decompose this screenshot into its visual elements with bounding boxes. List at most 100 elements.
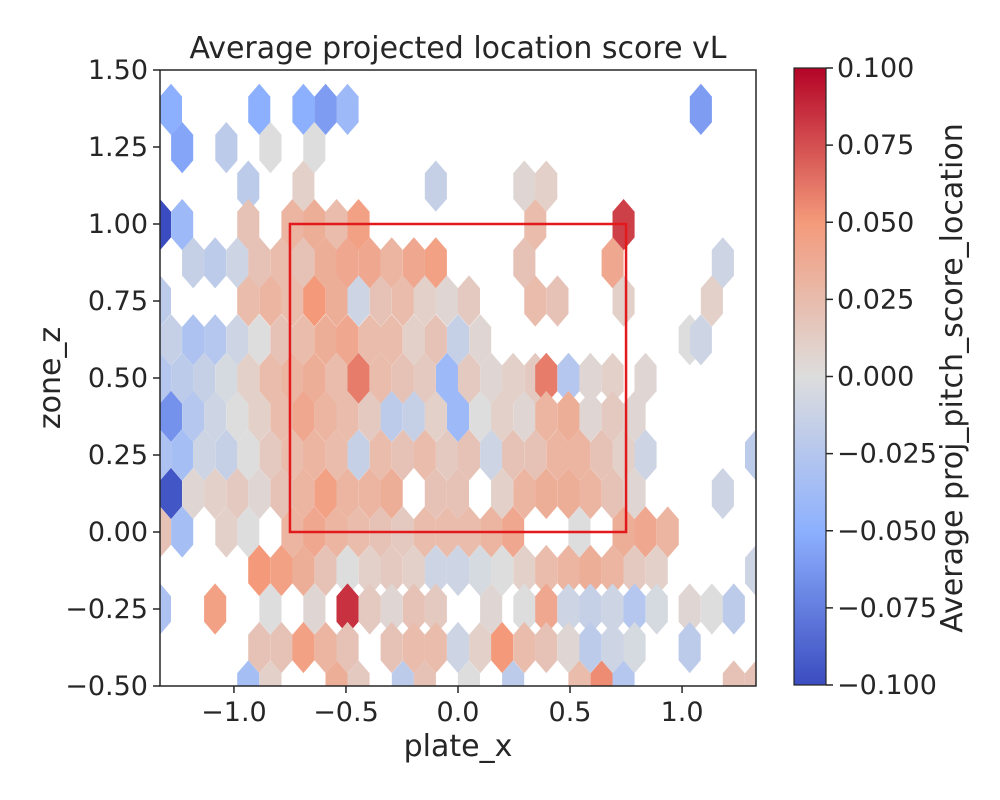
hex-cell — [413, 660, 436, 686]
colorbar-label: Average proj_pitch_score_location — [935, 123, 970, 632]
hex-cell — [711, 237, 734, 289]
hex-cell — [557, 467, 580, 520]
hex-cell — [314, 390, 337, 443]
hex-cell — [513, 621, 536, 674]
hex-cell — [292, 83, 315, 135]
hex-cell — [579, 621, 602, 674]
hex-cell — [546, 429, 569, 481]
hex-cell — [457, 429, 480, 481]
hex-cell — [259, 275, 282, 327]
hex-cell — [557, 544, 580, 597]
hex-cell — [480, 352, 503, 404]
hex-cell — [292, 390, 315, 443]
hex-cell — [314, 237, 337, 289]
tick-label: 0.100 — [837, 53, 914, 84]
hex-cell — [204, 237, 227, 289]
hex-cell — [237, 160, 260, 212]
hex-cell — [391, 429, 414, 481]
hex-cell — [347, 660, 370, 686]
hex-cell — [557, 390, 580, 443]
hex-cell — [160, 275, 171, 327]
tick-label: 0.50 — [88, 363, 148, 394]
hex-cell — [248, 314, 271, 366]
hex-cell — [745, 544, 756, 597]
hex-cell — [182, 314, 205, 366]
hex-cell — [325, 429, 348, 481]
hex-cell — [447, 390, 469, 443]
hex-cell — [447, 467, 469, 520]
hex-cell — [645, 544, 668, 597]
hex-cell — [457, 275, 480, 327]
hex-cell — [447, 314, 469, 366]
hex-cell — [171, 122, 194, 174]
tick-label: −0.100 — [837, 670, 937, 701]
hex-cell — [215, 506, 238, 558]
hex-cell — [601, 352, 624, 404]
hex-cell — [436, 275, 459, 327]
hex-cell — [160, 583, 171, 635]
colorbar-ticks: 0.100 0.075 0.050 0.025 0.000 −0.025 −0.050 −0.… — [826, 53, 937, 701]
hex-cell — [457, 352, 480, 404]
hex-cell — [358, 390, 381, 443]
hex-cell — [424, 467, 447, 520]
hex-cell — [369, 352, 392, 404]
hex-cell — [469, 314, 492, 366]
hex-cell — [248, 467, 271, 520]
hex-cell — [270, 621, 293, 674]
y-axis-ticks: 1.50 1.25 1.00 0.75 0.50 0.25 0.00 −0.25 −0.50 — [65, 55, 160, 702]
hex-cell — [160, 390, 182, 443]
hex-cell — [248, 390, 271, 443]
hex-cell — [424, 583, 447, 635]
hex-cell — [369, 275, 392, 327]
hex-cell — [513, 237, 536, 289]
tick-label: 0.000 — [837, 362, 914, 393]
hex-cell — [292, 544, 315, 597]
hex-cell — [491, 621, 514, 674]
tick-label: 0.075 — [837, 130, 914, 161]
hex-cell — [347, 429, 370, 481]
hex-cell — [491, 390, 514, 443]
hex-cell — [447, 544, 469, 597]
hex-cell — [436, 352, 459, 404]
hex-cell — [502, 660, 525, 686]
hex-cell — [524, 429, 547, 481]
hex-cell — [535, 390, 558, 443]
hex-cell — [590, 660, 613, 686]
hex-cell — [182, 390, 205, 443]
tick-label: −0.25 — [65, 594, 148, 625]
hex-cell — [248, 621, 271, 674]
hex-cell — [424, 544, 447, 597]
hex-cell — [557, 583, 580, 635]
y-axis-label: zone_z — [33, 327, 68, 429]
hex-cell — [579, 583, 602, 635]
hex-cell — [491, 467, 514, 520]
hexbin-cells — [160, 83, 756, 686]
hex-cell — [711, 467, 734, 520]
hex-cell — [513, 467, 536, 520]
hex-cell — [259, 429, 282, 481]
hex-cell — [722, 583, 745, 635]
hex-cell — [237, 275, 260, 327]
hex-cell — [634, 352, 657, 404]
tick-label: 1.0 — [661, 697, 704, 728]
hex-cell — [457, 660, 480, 686]
tick-label: 0.5 — [549, 697, 592, 728]
hex-cell — [160, 314, 182, 366]
hex-cell — [314, 621, 337, 674]
hex-cell — [281, 352, 304, 404]
hex-cell — [436, 429, 459, 481]
hex-cell — [535, 621, 558, 674]
hex-cell — [700, 275, 723, 327]
hex-cell — [513, 390, 536, 443]
tick-label: −0.075 — [837, 593, 937, 624]
hex-cell — [336, 83, 359, 135]
hex-cell — [391, 660, 414, 686]
hex-cell — [248, 83, 271, 135]
hex-cell — [535, 544, 558, 597]
hex-cell — [303, 122, 326, 174]
hex-cell — [424, 390, 447, 443]
tick-label: 0.75 — [88, 286, 148, 317]
hex-cell — [380, 390, 403, 443]
hex-cell — [513, 160, 536, 212]
